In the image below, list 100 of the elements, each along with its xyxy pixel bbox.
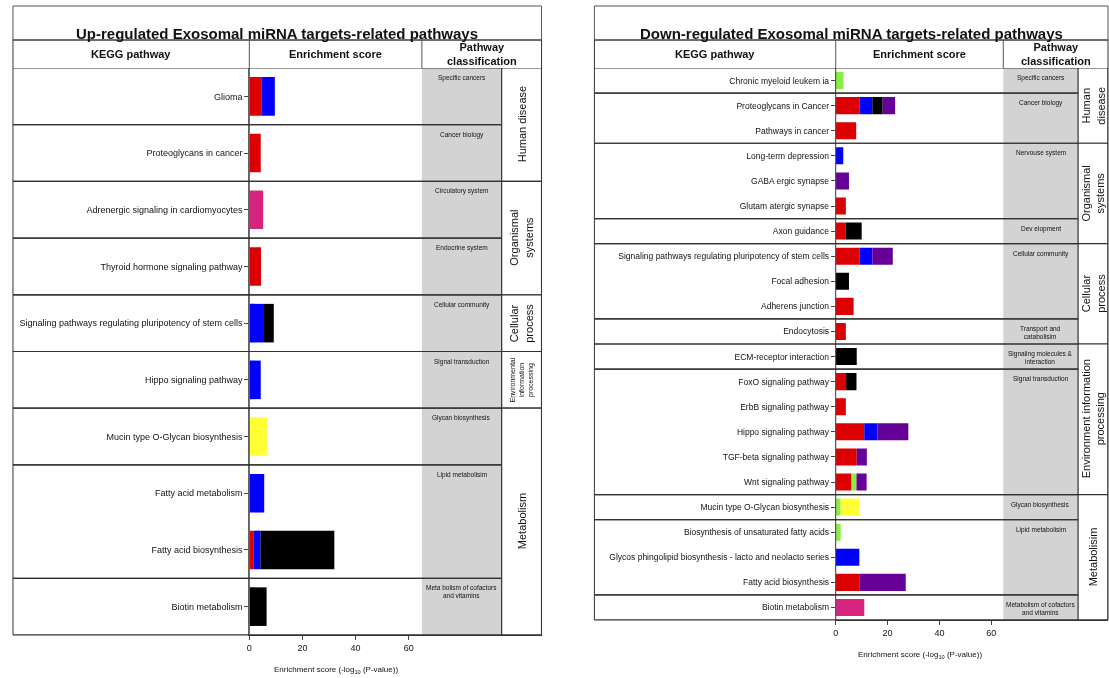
y-tick-label: Fatty acid biosynthesis: [743, 577, 830, 588]
bar: [249, 360, 261, 400]
bar: [249, 417, 267, 456]
y-tick-label: GABA ergic synapse: [751, 175, 830, 186]
bar: [882, 97, 896, 115]
bar: [835, 147, 844, 165]
y-tick-label: Mucin type O-Glycan biosynthesis: [700, 502, 830, 513]
y-tick-label: FoxO signaling pathway: [738, 376, 830, 387]
y-tick-label: Mucin type O-Glycan biosynthesis: [106, 431, 244, 442]
y-tick-label: ErbB signaling pathway: [740, 401, 830, 412]
bar: [835, 348, 857, 366]
x-tick-label: 20: [882, 627, 893, 638]
bar: [249, 77, 262, 116]
y-tick-label: Signaling pathways regulating pluripotency of stem cells: [618, 251, 830, 262]
bar: [249, 247, 262, 286]
y-tick-label: Glioma: [214, 91, 243, 102]
x-tick-label: 20: [297, 642, 308, 653]
bar: [864, 423, 878, 441]
bar: [877, 423, 909, 441]
chart-title: Down-regulated Exosomal miRNA targets-related pathways: [640, 25, 1063, 42]
bar: [856, 473, 867, 491]
band-label: Human disease: [1080, 86, 1107, 125]
y-tick-label: Hippo signaling pathway: [144, 375, 244, 385]
bar: [835, 197, 846, 215]
bar: [263, 303, 274, 343]
bar: [846, 373, 857, 391]
bar: [835, 598, 865, 616]
band-label: Organismal systems: [508, 209, 535, 266]
y-tick-label: Glycos phingolipid biosynthesis - lacto and neolacto series: [609, 552, 830, 563]
band-label: Environment information processing: [1079, 359, 1107, 479]
y-tick-label: Endocytosis: [783, 326, 830, 337]
y-tick-label: Pathways in cancer: [755, 125, 830, 136]
bar: [835, 373, 847, 391]
bar: [835, 172, 849, 190]
x-axis-title: Enrichment score (-log$_{10}$ (P-value)): [858, 650, 983, 660]
band-label: Metabolism: [515, 492, 528, 550]
annotation: Enrichment score: [289, 48, 382, 60]
bar: [872, 247, 893, 265]
bar: [835, 247, 860, 265]
band-label: Cellular process: [508, 303, 535, 343]
bar: [835, 398, 846, 416]
y-tick-label: Biotin metabolism: [171, 601, 243, 612]
y-tick-label: Adrenergic signaling in cardiomyocytes: [86, 204, 244, 215]
y-tick-label: ECM-receptor interaction: [734, 351, 830, 362]
band-label: Human disease: [515, 85, 528, 163]
bar: [840, 498, 860, 516]
bar: [835, 573, 860, 591]
annotation: Enrichment score: [873, 48, 966, 60]
y-tick-label: Proteoglycans in cancer: [146, 148, 243, 159]
text: KEGG pathway: [675, 48, 756, 60]
y-tick-label: Biosynthesis of unsaturated fatty acids: [683, 527, 830, 538]
y-tick-label: Fatty acid biosynthesis: [151, 545, 244, 556]
annotation: Pathway classification: [1021, 41, 1091, 68]
bar: [856, 448, 867, 466]
bar: [249, 587, 267, 626]
y-tick-label: Focal adhesion: [771, 276, 830, 287]
bar: [835, 122, 857, 140]
bar: [249, 190, 264, 230]
bar: [249, 303, 264, 343]
bar: [835, 448, 857, 466]
bar: [835, 272, 849, 290]
y-tick-label: Glutam atergic synapse: [739, 200, 830, 211]
y-tick-label: TGF-beta signaling pathway: [722, 451, 830, 462]
text: KEGG pathway: [91, 48, 172, 60]
y-tick-label: Axon guidance: [772, 226, 830, 237]
y-tick-label: Chronic myeloid leukem ia: [729, 75, 830, 86]
bar: [835, 222, 846, 240]
band-label: Metabolisim: [1086, 527, 1099, 587]
y-tick-label: Fatty acid metabolism: [155, 488, 243, 499]
bar: [261, 77, 275, 116]
y-tick-label: Proteoglycans in Cancer: [736, 100, 830, 111]
bar: [835, 498, 841, 516]
bar: [859, 573, 906, 591]
x-tick-label: 40: [350, 642, 361, 653]
bar: [835, 523, 841, 541]
y-tick-label: Wnt signaling pathway: [743, 476, 830, 487]
band-label: Cellular process: [1080, 273, 1107, 313]
bar: [835, 548, 860, 566]
x-tick-label: 60: [403, 642, 414, 653]
y-tick-label: Hippo signaling pathway: [736, 426, 830, 437]
bar: [835, 423, 865, 441]
bar: [872, 97, 883, 115]
bar: [835, 322, 846, 340]
bar: [835, 473, 852, 491]
x-axis-title: Enrichment score (-log$_{10}$ (P-value)): [274, 665, 399, 675]
bar: [260, 530, 335, 570]
x-tick-label: 0: [833, 627, 839, 638]
annotation: Pathway classification: [447, 41, 517, 68]
x-tick-label: 40: [934, 627, 945, 638]
bar: [835, 297, 854, 315]
y-tick-label: Long-term depression: [746, 150, 830, 161]
bar: [845, 222, 862, 240]
bar: [859, 247, 873, 265]
y-tick-label: Biotin metabolism: [761, 602, 830, 613]
bar: [835, 97, 860, 115]
chart-title: Up-regulated Exosomal miRNA targets-related pathways: [76, 25, 479, 42]
band-label: Organismal systems: [1079, 165, 1106, 222]
y-tick-label: Adherens junction: [760, 301, 830, 312]
y-tick-label: Signaling pathways regulating pluripotency of stem cells: [19, 318, 244, 329]
bar: [859, 97, 873, 115]
